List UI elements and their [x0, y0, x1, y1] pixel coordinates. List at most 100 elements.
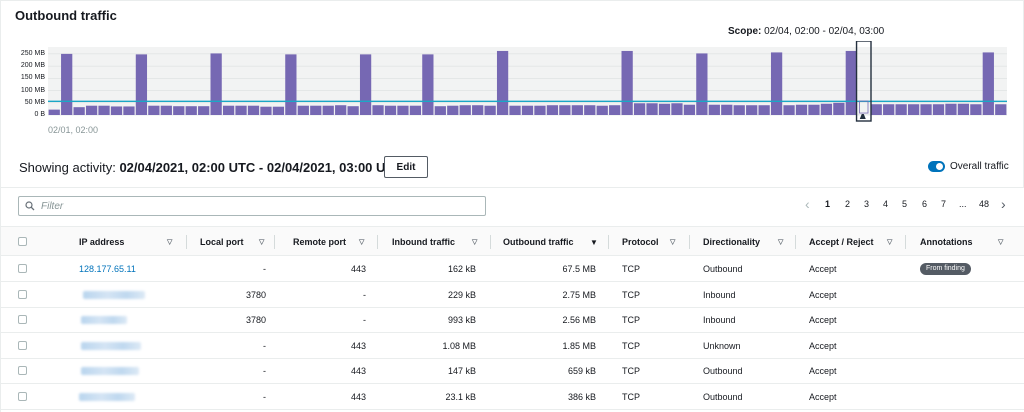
chart-bar [770, 52, 783, 115]
column-divider[interactable] [186, 235, 187, 249]
row-checkbox[interactable] [18, 392, 27, 401]
sort-icon[interactable]: ▽ [167, 239, 173, 246]
chart-svg[interactable] [1, 41, 1024, 141]
column-divider[interactable] [490, 235, 491, 249]
prev-page-icon[interactable]: ‹ [805, 196, 810, 212]
chart-bar [148, 105, 160, 115]
filter-input[interactable] [41, 199, 481, 213]
inbound-traffic-cell: 162 kB [447, 264, 476, 274]
table-row[interactable]: 128.177.65.11 - 443 162 kB 67.5 MB TCP Outboun… [1, 256, 1024, 282]
chart-bar [658, 103, 671, 115]
column-divider[interactable] [274, 235, 275, 249]
row-checkbox[interactable] [18, 340, 27, 350]
accept-reject-cell: Accept [809, 264, 837, 274]
outbound-traffic-chart[interactable]: 250 MB 200 MB 150 MB 100 MB 50 MB 0 B 02/01, … [1, 41, 1024, 141]
protocol-cell: TCP [622, 340, 640, 351]
select-all-checkbox[interactable] [18, 237, 27, 246]
redacted-ip-address[interactable] [83, 290, 145, 299]
sort-icon[interactable]: ▽ [887, 239, 893, 246]
ip-address-link[interactable]: 128.177.65.11 [79, 264, 136, 274]
row-checkbox[interactable] [18, 366, 27, 376]
accept-reject-cell: Accept [809, 366, 837, 377]
column-divider[interactable] [377, 235, 378, 249]
chart-bar [422, 54, 434, 115]
page-2[interactable]: 2 [845, 199, 851, 209]
chart-bar [160, 105, 172, 115]
next-page-icon[interactable]: › [1001, 196, 1006, 212]
column-divider[interactable] [795, 235, 796, 249]
page-6[interactable]: 6 [922, 199, 928, 209]
pagination-ellipsis: ... [959, 199, 967, 209]
chart-bar [945, 103, 957, 115]
column-header-ip-address[interactable]: IP address ▽ [79, 227, 177, 257]
protocol-cell: TCP [622, 289, 640, 300]
chart-bar [73, 107, 85, 115]
redacted-ip-address[interactable] [81, 316, 127, 325]
column-header-label: Outbound traffic [503, 237, 574, 247]
column-header-protocol[interactable]: Protocol ▽ [622, 227, 680, 257]
pagination: ‹ 1 2 3 4 5 6 7... 48 › [801, 196, 1016, 213]
sort-icon[interactable]: ▽ [359, 239, 365, 246]
chart-bar [247, 105, 260, 115]
overall-traffic-toggle[interactable] [928, 161, 945, 172]
scope-handle-icon [859, 114, 866, 119]
chart-bar [571, 105, 583, 115]
chart-bar [335, 105, 347, 115]
table-row[interactable]: 3780 - 229 kB 2.75 MB TCP Inbound Accept [1, 282, 1024, 308]
y-tick-label: 150 MB [20, 74, 45, 82]
column-divider[interactable] [689, 235, 690, 249]
redacted-ip-address[interactable] [79, 393, 135, 401]
sort-icon[interactable]: ▽ [670, 239, 676, 246]
sort-desc-icon[interactable]: ▼ [590, 237, 598, 247]
column-header-remote-port[interactable]: Remote port ▽ [293, 227, 369, 257]
table-row[interactable]: - 443 147 kB 659 kB TCP Outbound Accept [1, 358, 1024, 385]
page-5[interactable]: 5 [902, 199, 908, 209]
edit-button[interactable]: Edit [384, 156, 428, 178]
page-48[interactable]: 48 [979, 199, 990, 209]
column-header-accept-reject[interactable]: Accept / Reject ▽ [809, 227, 897, 257]
toggle-knob [936, 163, 943, 170]
sort-icon[interactable]: ▽ [998, 239, 1004, 246]
column-header-label: Remote port [293, 237, 347, 247]
protocol-cell: TCP [622, 366, 640, 377]
column-divider[interactable] [608, 235, 609, 249]
table-row[interactable]: - 443 1.08 MB 1.85 MB TCP Unknown Accept [1, 333, 1024, 359]
redacted-ip-address[interactable] [81, 341, 141, 350]
table-row[interactable]: 3780 - 993 kB 2.56 MB TCP Inbound Accept [1, 307, 1024, 334]
remote-port-cell: 443 [350, 392, 366, 402]
chart-bar [596, 105, 608, 115]
page-4[interactable]: 4 [883, 199, 889, 209]
directionality-cell: Unknown [703, 340, 741, 351]
chart-bar [509, 105, 521, 115]
chart-bar [546, 105, 559, 115]
local-port-cell: - [263, 264, 266, 274]
row-checkbox[interactable] [18, 264, 27, 273]
row-checkbox[interactable] [18, 289, 27, 299]
remote-port-cell: - [363, 289, 366, 300]
sort-icon[interactable]: ▽ [259, 239, 265, 246]
table-row[interactable]: - 443 23.1 kB 386 kB TCP Outbound Accept [1, 384, 1024, 410]
protocol-cell: TCP [622, 392, 640, 402]
chart-bar [907, 104, 920, 115]
column-header-directionality[interactable]: Directionality ▽ [703, 227, 788, 257]
column-header-label: Accept / Reject [809, 237, 874, 247]
redacted-ip-address[interactable] [81, 367, 139, 376]
row-checkbox[interactable] [18, 315, 27, 325]
sort-icon[interactable]: ▽ [778, 239, 784, 246]
page-3[interactable]: 3 [864, 199, 870, 209]
column-header-inbound-traffic[interactable]: Inbound traffic ▽ [392, 227, 482, 257]
sort-icon[interactable]: ▽ [472, 239, 478, 246]
column-header-local-port[interactable]: Local port ▽ [200, 227, 269, 257]
chart-bar [833, 102, 845, 115]
column-header-annotations[interactable]: Annotations ▽ [920, 227, 1008, 257]
filter-box[interactable] [18, 196, 486, 216]
protocol-cell: TCP [622, 264, 640, 274]
chart-bar [957, 103, 970, 115]
column-header-outbound-traffic[interactable]: Outbound traffic ▼ [503, 227, 600, 257]
column-divider[interactable] [905, 235, 906, 249]
page-1[interactable]: 1 [825, 199, 831, 209]
chart-bar [621, 50, 633, 116]
column-header-label: Directionality [703, 237, 761, 247]
page-7[interactable]: 7 [941, 199, 947, 209]
chart-bar [285, 54, 297, 115]
